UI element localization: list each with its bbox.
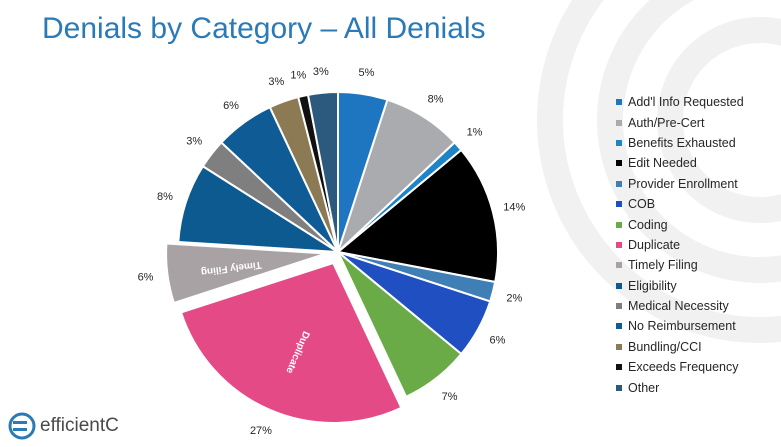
legend-item-timely-filing: Timely Filing <box>616 255 744 275</box>
legend-item-provider-enrollment: Provider Enrollment <box>616 174 744 194</box>
legend-item-coding: Coding <box>616 214 744 234</box>
legend-label: Auth/Pre-Cert <box>628 115 705 130</box>
legend-label: Medical Necessity <box>628 299 729 314</box>
efficientc-logo-icon <box>8 412 36 440</box>
legend-swatch <box>616 160 622 167</box>
pie-slice-other <box>306 90 339 253</box>
legend-swatch <box>616 303 622 310</box>
legend-swatch <box>616 262 622 269</box>
data-label-other: 3% <box>313 66 329 78</box>
legend-label: Bundling/CCI <box>628 339 702 354</box>
legend-swatch <box>616 384 622 391</box>
legend-swatch <box>616 201 622 208</box>
legend-swatch <box>616 99 622 106</box>
legend-swatch <box>616 343 622 350</box>
data-label-no-reimbursement: 6% <box>223 100 239 112</box>
legend-label: Provider Enrollment <box>628 176 738 191</box>
data-label-benefits-exhausted: 1% <box>467 127 483 139</box>
legend-label: Benefits Exhausted <box>628 135 736 150</box>
legend-item-eligibility: Eligibility <box>616 276 744 296</box>
legend-item-duplicate: Duplicate <box>616 235 744 255</box>
legend-label: Edit Needed <box>628 156 697 171</box>
data-label-coding: 7% <box>442 391 458 403</box>
legend-label: Add'l Info Requested <box>628 95 744 110</box>
legend-item-exceeds-frequency: Exceeds Frequency <box>616 357 744 377</box>
legend-item-edit-needed: Edit Needed <box>616 153 744 173</box>
legend-label: Eligibility <box>628 278 677 293</box>
data-label-medical-necessity: 3% <box>186 135 202 147</box>
data-label-edit-needed: 14% <box>503 202 525 214</box>
pie-slice-duplicate <box>179 261 403 424</box>
legend-label: Coding <box>628 217 668 232</box>
page-title: Denials by Category – All Denials <box>42 12 486 45</box>
legend-item-auth-pre-cert: Auth/Pre-Cert <box>616 112 744 132</box>
logo-text: efficientC <box>40 415 119 436</box>
legend-swatch <box>616 241 622 248</box>
legend-swatch <box>616 139 622 146</box>
legend-item-no-reimbursement: No Reimbursement <box>616 316 744 336</box>
legend-swatch <box>616 364 622 371</box>
data-label-eligibility: 8% <box>157 191 173 203</box>
data-label-provider-enrollment: 2% <box>506 292 522 304</box>
pie-slice-coding <box>337 251 463 399</box>
legend-label: No Reimbursement <box>628 319 736 334</box>
legend-item-bundling-cci: Bundling/CCI <box>616 337 744 357</box>
data-label-auth-pre-cert: 8% <box>428 93 444 105</box>
legend-label: Duplicate <box>628 237 681 252</box>
legend-item-cob: COB <box>616 194 744 214</box>
chart-legend: Add'l Info Requested Auth/Pre-Cert Benefit… <box>616 92 744 398</box>
legend-label: Timely Filing <box>628 258 698 273</box>
data-label-cob: 6% <box>490 335 506 347</box>
legend-item-add-l-info-requested: Add'l Info Requested <box>616 92 744 112</box>
legend-item-medical-necessity: Medical Necessity <box>616 296 744 316</box>
data-label-add-l-info-requested: 5% <box>359 67 375 79</box>
data-label-timely-filing: 6% <box>138 271 154 283</box>
legend-item-benefits-exhausted: Benefits Exhausted <box>616 133 744 153</box>
legend-swatch <box>616 282 622 289</box>
legend-item-other: Other <box>616 377 744 397</box>
pie-slice-edit-needed <box>335 148 499 284</box>
legend-label: Other <box>628 380 660 395</box>
data-label-duplicate: 27% <box>250 425 272 437</box>
data-label-exceeds-frequency: 1% <box>290 69 306 81</box>
legend-swatch <box>616 180 622 187</box>
legend-label: COB <box>628 197 656 212</box>
data-label-bundling-cci: 3% <box>268 76 284 88</box>
legend-swatch <box>616 221 622 228</box>
company-logo: efficientC <box>8 412 119 440</box>
legend-label: Exceeds Frequency <box>628 360 739 375</box>
legend-swatch <box>616 119 622 126</box>
legend-swatch <box>616 323 622 330</box>
pie-slice-timely-filing <box>165 242 327 305</box>
